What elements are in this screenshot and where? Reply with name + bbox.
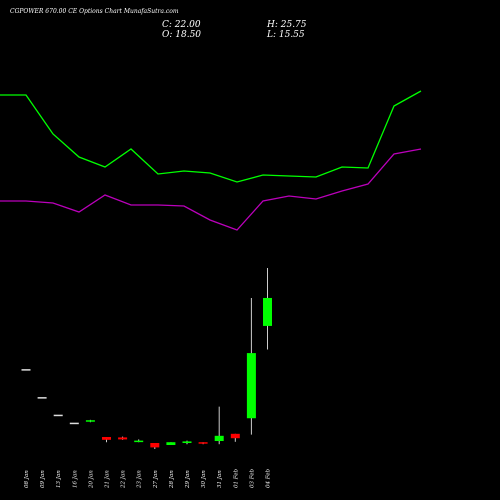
magenta-line: [0, 148, 422, 231]
candle-body: [246, 353, 256, 419]
open-value: O: 18.50: [162, 30, 202, 40]
date-tick-label: 27 Jan: [153, 470, 159, 489]
date-tick-label: 01 Feb: [233, 468, 239, 488]
candle-body: [182, 441, 192, 444]
candle: [85, 419, 95, 423]
candle-body: [69, 422, 79, 425]
candle-body: [166, 442, 176, 446]
candle: [263, 268, 272, 350]
candle-body: [150, 443, 160, 448]
date-tick-label: 31 Jan: [217, 470, 223, 488]
candle: [21, 369, 31, 371]
candle-body: [21, 369, 31, 371]
candle: [118, 436, 128, 440]
candle-body: [198, 442, 208, 444]
chart-title: CGPOWER 670.00 CE Options Chart MunafaSu…: [10, 8, 179, 15]
low-value: L: 15.55: [267, 30, 305, 40]
candle: [150, 443, 160, 449]
green-line: [0, 90, 422, 183]
date-tick-label: 21 Jan: [105, 470, 111, 489]
candle-body: [53, 414, 63, 417]
candle-body: [102, 437, 111, 440]
candle-body: [214, 435, 224, 442]
date-tick-label: 16 Jan: [72, 470, 78, 488]
date-tick-label: 28 Jan: [169, 470, 175, 489]
candle: [37, 397, 47, 399]
high-value: H: 25.75: [267, 20, 307, 30]
close-value: C: 22.00: [162, 20, 201, 30]
candle: [69, 422, 79, 425]
candle: [102, 437, 111, 443]
date-tick-label: 08 Jan: [24, 470, 30, 488]
candle-body: [85, 420, 95, 422]
date-tick-label: 23 Jan: [137, 470, 143, 489]
candle: [182, 440, 192, 445]
candle: [166, 442, 176, 446]
date-tick-label: 13 Jan: [56, 470, 62, 488]
date-tick-label: 30 Jan: [201, 470, 207, 488]
candle-body: [37, 397, 47, 399]
candle: [246, 297, 256, 435]
date-tick-label: 22 Jan: [121, 470, 127, 489]
date-axis: 08 Jan 09 Jan 13 Jan 16 Jan 20 Jan 21 Jan 22 J…: [24, 468, 272, 489]
candle: [198, 442, 208, 445]
date-tick-label: 03 Feb: [249, 468, 255, 488]
candlesticks: [21, 268, 272, 449]
candle-body: [118, 437, 128, 440]
candle-body: [230, 433, 240, 439]
date-tick-label: 20 Jan: [88, 470, 94, 489]
date-tick-label: 29 Jan: [185, 470, 191, 489]
candle: [230, 433, 240, 442]
candle: [134, 439, 144, 443]
indicator-lines: [0, 90, 422, 231]
date-tick-label: 09 Jan: [40, 470, 46, 488]
candle: [214, 406, 224, 445]
candle-body: [263, 297, 272, 326]
candle: [53, 414, 63, 417]
candle-body: [134, 440, 144, 443]
date-tick-label: 04 Feb: [266, 468, 272, 488]
